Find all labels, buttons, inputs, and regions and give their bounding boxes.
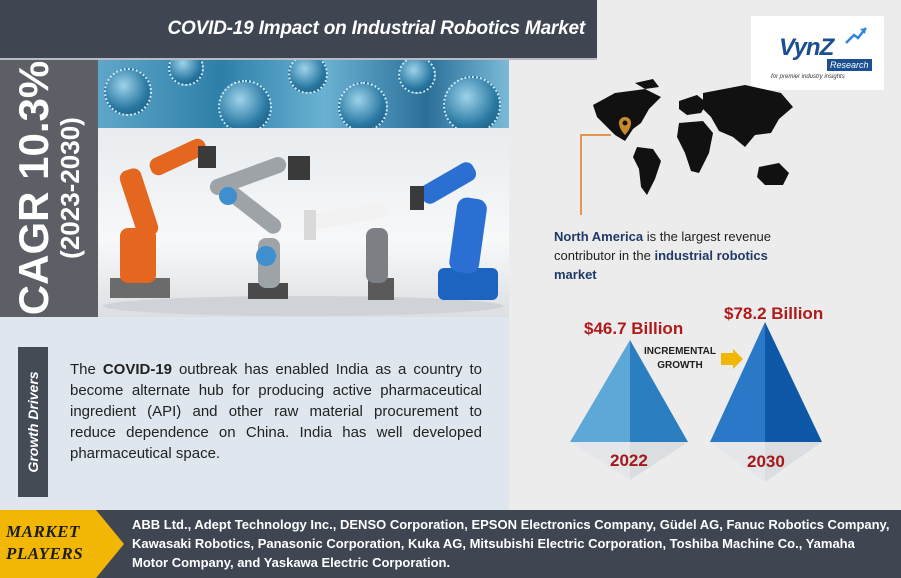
- cagr-period: (2023-2030): [55, 117, 85, 259]
- growth-drivers-label-tab: Growth Drivers: [18, 347, 48, 497]
- virus-icon: [443, 76, 501, 128]
- region-market-name: industrial robotics market: [554, 248, 768, 282]
- virus-icon: [338, 82, 388, 128]
- drivers-text-start: The: [70, 361, 103, 378]
- logo-research-tag: Research: [827, 59, 872, 71]
- market-players-label: MARKET PLAYERS: [6, 521, 83, 565]
- virus-icon: [168, 60, 204, 86]
- growth-drivers-label: Growth Drivers: [25, 371, 41, 473]
- incremental-line1: INCREMENTAL: [643, 346, 717, 357]
- page-title: COVID-19 Impact on Industrial Robotics M…: [167, 18, 585, 39]
- world-map: [575, 75, 805, 223]
- white-robot-arm: [304, 202, 394, 300]
- year-2022-label: 2022: [610, 451, 648, 470]
- virus-icon: [218, 80, 272, 128]
- title-bar: COVID-19 Impact on Industrial Robotics M…: [0, 0, 597, 60]
- drivers-text-rest: outbreak has enabled India as a country …: [70, 361, 483, 462]
- market-players-badge: [0, 510, 124, 578]
- virus-icon: [104, 68, 152, 116]
- players-label-line2: PLAYERS: [6, 544, 84, 563]
- robot-arms-illustration: [103, 138, 503, 316]
- virus-icon: [288, 60, 328, 94]
- world-map-illustration: [580, 79, 793, 223]
- pyramid-2022: [570, 340, 688, 480]
- largest-region-text: North America is the largest revenue con…: [554, 227, 804, 284]
- market-players-list: ABB Ltd., Adept Technology Inc., DENSO C…: [132, 517, 890, 570]
- drivers-text-highlight: COVID-19: [102, 361, 172, 378]
- region-text-mid: is the largest revenue contributor in th…: [554, 229, 772, 263]
- robot-arms-image: [98, 128, 509, 317]
- year-2030-label: 2030: [747, 452, 785, 471]
- vynz-logo: VynZ Research for premier industry insig…: [751, 16, 884, 90]
- value-2022: $46.7 Billion: [584, 319, 684, 338]
- cagr-value: CAGR 10.3%: [10, 60, 57, 316]
- region-name: North America: [554, 229, 644, 244]
- market-size-pyramids: [570, 322, 822, 482]
- growth-drivers-text: The COVID-19 outbreak has enabled India …: [70, 359, 482, 464]
- incremental-arrow-icon: [721, 349, 743, 369]
- players-label-line1: MARKET: [6, 522, 80, 541]
- logo-arrow-icon: [845, 27, 867, 44]
- logo-wordmark: VynZ: [779, 34, 834, 61]
- virus-icon: [398, 60, 436, 94]
- virus-image: [98, 60, 509, 128]
- map-pin-icon: [619, 117, 631, 135]
- growth-drivers-section: Growth Drivers The COVID-19 outbreak has…: [0, 317, 509, 510]
- blue-robot-arm: [410, 162, 498, 300]
- incremental-growth-label: INCREMENTAL GROWTH: [640, 345, 720, 373]
- pyramid-2030: [710, 322, 822, 482]
- cagr-rotated-block: CAGR 10.3% (2023-2030): [10, 60, 85, 316]
- logo-tagline: for premier industry insights: [771, 74, 845, 80]
- value-2030: $78.2 Billion: [724, 304, 824, 323]
- grey-robot-arm: [209, 156, 310, 299]
- orange-robot-arm: [110, 138, 216, 298]
- cagr-panel: CAGR 10.3% (2023-2030): [0, 60, 98, 317]
- incremental-line2: GROWTH: [657, 360, 703, 371]
- market-players-section: MARKET PLAYERS ABB Ltd., Adept Technolog…: [0, 510, 901, 578]
